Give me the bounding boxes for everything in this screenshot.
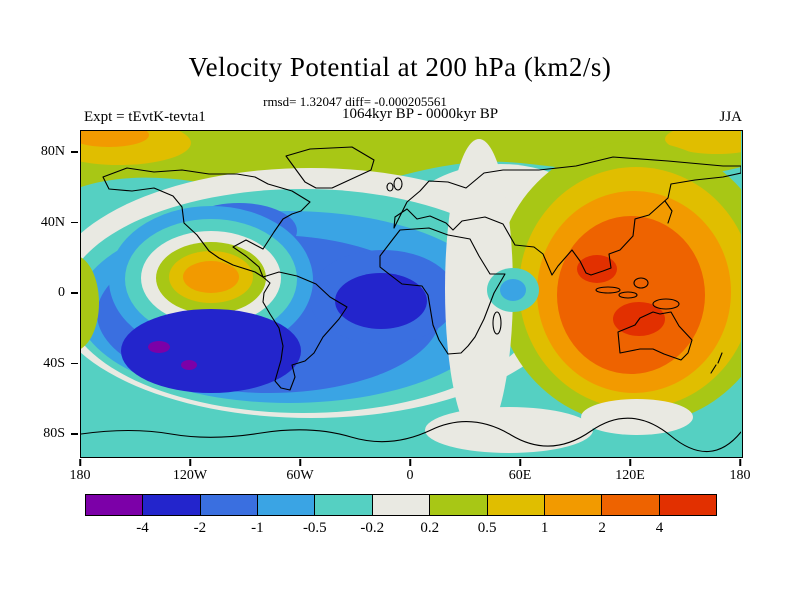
colorbar-cell (430, 495, 487, 515)
greenland-outline (285, 146, 375, 189)
world-map (81, 131, 741, 456)
x-tick-mark (739, 459, 741, 466)
difference-label: 1064kyr BP - 0000kyr BP (341, 106, 499, 122)
colorbar-tick-label: -2 (193, 520, 207, 536)
colorbar-cell (315, 495, 372, 515)
x-tick-mark (299, 459, 301, 466)
y-tick-label: 80S (43, 426, 65, 441)
colorbar-cell (487, 495, 544, 515)
colorbar-tick-label: 2 (598, 520, 606, 536)
colorbar-cell (372, 495, 430, 515)
colorbar-tick-label: -0.2 (360, 520, 385, 536)
colorbar-tick-label: 0.2 (420, 520, 440, 536)
sumatra-outline (595, 286, 621, 294)
x-tick-label: 180 (69, 468, 91, 483)
southern-ocean-band (81, 399, 741, 456)
y-tick-label: 0 (58, 285, 65, 300)
x-tick-label: 0 (406, 468, 414, 483)
x-tick-label: 120E (615, 468, 645, 483)
y-tick-label: 80N (40, 144, 65, 159)
north-america-outline (102, 167, 311, 278)
indian-ocean-negative-spot (487, 268, 539, 312)
asia-indian-positive-region (496, 141, 741, 425)
x-tick-label: 180 (729, 468, 751, 483)
japan-outline (664, 200, 673, 224)
new-zealand-outline (710, 352, 723, 374)
y-tick-mark (71, 292, 78, 294)
x-tick-mark (409, 459, 411, 466)
australia-outline (617, 311, 693, 361)
java-outline (618, 291, 638, 299)
colorbar-tick-label: 0.5 (477, 520, 497, 536)
colorbar-tick-label: -4 (136, 520, 149, 536)
colorbar-tick-label: -0.5 (302, 520, 327, 536)
x-tick-label: 60W (286, 468, 314, 483)
x-axis: 180 120W 60W 0 60E 120E 180 (70, 459, 751, 491)
y-tick-mark (71, 151, 78, 153)
sixty-east-neutral-band (445, 139, 513, 439)
dateline-wrap-positive-strip (81, 257, 99, 349)
y-tick-label: 40S (43, 355, 65, 371)
y-axis: 80N 40N 0 40S 80S (0, 130, 78, 458)
season-label: JJA (719, 109, 742, 125)
madagascar-outline (492, 311, 502, 335)
colorbar-labels: -4 -2 -1 -0.5 -0.2 0.2 0.5 1 2 4 (85, 520, 717, 540)
plot-area (80, 130, 743, 458)
x-tick-mark (189, 459, 191, 466)
deep-negative-centers (121, 273, 427, 393)
britain-outline (393, 177, 403, 191)
antarctica-coastline (81, 417, 741, 453)
colorbar-tick-label: 1 (540, 520, 549, 536)
y-tick-mark (71, 221, 78, 224)
experiment-label: Expt = tEvtK-tevta1 (84, 109, 206, 125)
x-tick-label: 60E (508, 468, 532, 483)
colorbar-cell (544, 495, 602, 515)
new-guinea-outline (652, 298, 680, 310)
x-tick-mark (629, 459, 631, 466)
colorbar-cell (200, 495, 258, 515)
chart-title: Velocity Potential at 200 hPa (km2/s) (188, 52, 612, 82)
colorbar-cell (602, 495, 659, 515)
borneo-outline (633, 277, 649, 289)
x-tick-mark (519, 459, 521, 466)
stats-line: rmsd= 1.32047 diff= -0.000205561 (263, 94, 447, 109)
colorbar-cell (258, 495, 315, 515)
eurasia-outline (393, 156, 741, 276)
y-tick-mark (71, 433, 78, 435)
x-tick-mark (79, 459, 81, 466)
y-tick-mark (71, 362, 78, 365)
y-tick-label: 40N (40, 214, 65, 230)
ireland-outline (386, 182, 394, 192)
x-tick-label: 120W (172, 468, 208, 483)
colorbar-cell (86, 495, 143, 515)
africa-outline (379, 227, 506, 355)
colorbar-tick-label: 4 (655, 520, 664, 536)
continent-outlines (81, 146, 741, 453)
colorbar-tick-label: -1 (251, 520, 264, 536)
south-america-outline (262, 271, 348, 391)
colorbar-cell (143, 495, 200, 515)
colorbar (85, 494, 717, 516)
colorbar-cell (659, 495, 716, 515)
